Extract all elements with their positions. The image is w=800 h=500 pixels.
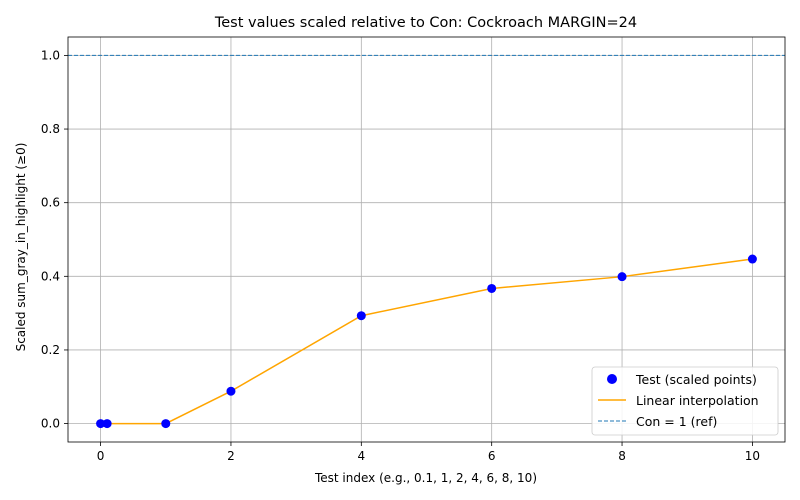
legend-scatter-marker [607,374,617,384]
scatter-point [747,254,757,264]
x-tick-label: 0 [97,449,105,463]
legend-label-line: Linear interpolation [636,393,759,408]
scatter-point [96,419,106,429]
scatter-point [617,272,627,282]
y-tick-label: 1.0 [41,48,60,62]
y-tick-label: 0.2 [41,343,60,357]
y-tick-label: 0.8 [41,122,60,136]
interpolation-line [100,258,753,425]
scatter-points-layer [96,254,757,429]
plot-frame [67,36,786,443]
scatter-point [161,419,171,429]
x-tick-label: 8 [618,449,626,463]
scatter-point [356,311,366,321]
y-tick-label: 0.4 [41,269,60,283]
scatter-point [102,419,112,429]
scatter-point [226,386,236,396]
x-tick-label: 4 [357,449,365,463]
grid [68,37,785,442]
x-tick-label: 2 [227,449,235,463]
x-axis-label: Test index (e.g., 0.1, 1, 2, 4, 6, 8, 10… [314,471,537,485]
scatter-point [487,283,497,293]
x-tick-label: 10 [745,449,760,463]
y-tick-label: 0.0 [41,417,60,431]
y-axis-label: Scaled sum_gray_in_highlight (≥0) [14,143,28,352]
y-tick-label: 0.6 [41,196,60,210]
legend-box [591,366,779,436]
x-axis-ticks: 0 2 4 6 8 10 [97,442,760,463]
y-axis-ticks: 0.0 0.2 0.4 0.6 0.8 1.0 [41,48,68,431]
legend-label-ref: Con = 1 (ref) [636,414,717,429]
interpolation-line-layer [100,258,753,425]
chart-title: Test values scaled relative to Con: Cock… [214,15,637,31]
legend: Test (scaled points) Linear interpolatio… [591,366,779,436]
x-tick-label: 6 [488,449,496,463]
legend-label-scatter: Test (scaled points) [635,372,757,387]
